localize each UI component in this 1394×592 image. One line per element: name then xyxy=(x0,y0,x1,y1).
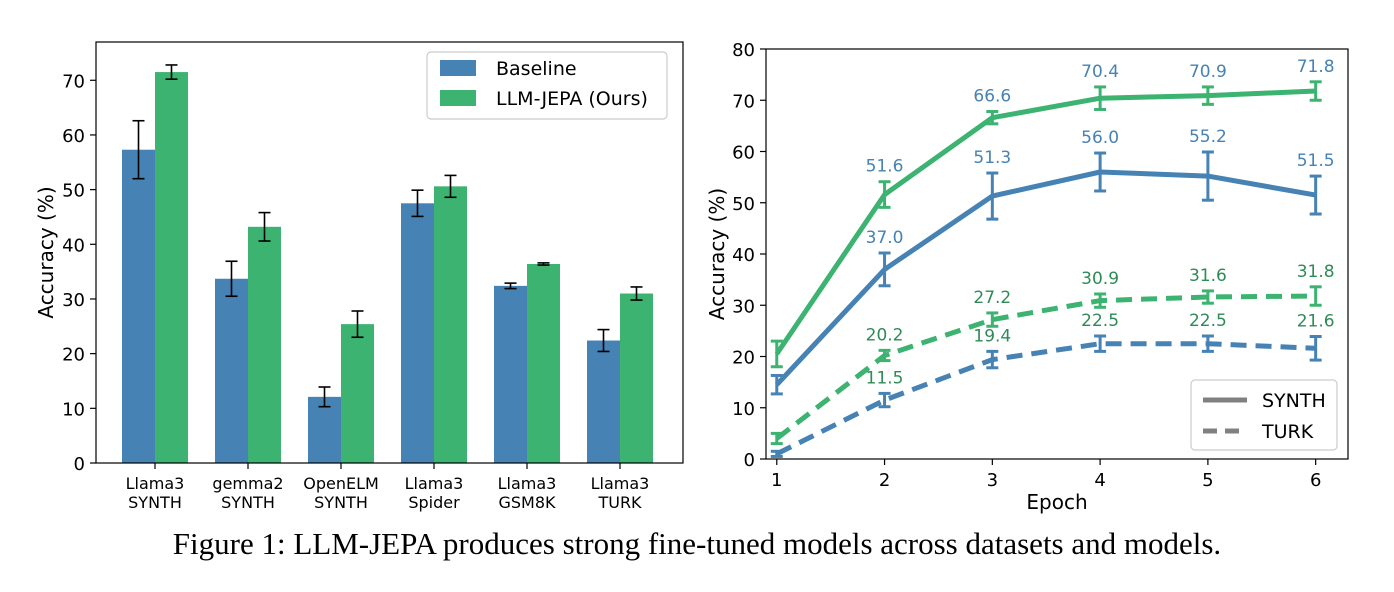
jepa-turk-data-label: 30.9 xyxy=(1081,269,1119,289)
x-tick-label: SYNTH xyxy=(221,493,275,512)
legend: Baseline LLM-JEPA (Ours) xyxy=(426,51,668,120)
x-tick-label: Llama3 xyxy=(405,474,464,493)
x-tick-label: 6 xyxy=(1310,470,1321,491)
baseline-turk-data-label: 11.5 xyxy=(866,368,904,388)
baseline-bar xyxy=(494,285,527,463)
x-tick-label: Llama3 xyxy=(126,474,185,493)
x-tick-label: 2 xyxy=(879,470,890,491)
x-tick-label: 3 xyxy=(987,470,998,491)
baseline-bar xyxy=(122,149,155,463)
y-tick-label: 0 xyxy=(744,450,755,471)
plot-frame xyxy=(765,48,1349,460)
jepa-turk-data-label: 31.8 xyxy=(1297,262,1335,282)
y-tick-label: 60 xyxy=(732,143,755,164)
y-tick-label: 10 xyxy=(732,399,755,420)
jepa-synth-line xyxy=(774,88,1316,356)
legend-label: SYNTH xyxy=(1262,390,1326,412)
jepa-bar xyxy=(155,72,188,464)
jepa-bar xyxy=(248,226,281,463)
x-tick-label: Spider xyxy=(408,493,460,512)
y-tick-label: 30 xyxy=(732,296,755,317)
x-tick-label: 1 xyxy=(771,470,782,491)
baseline-bar xyxy=(401,203,434,463)
x-tick-label: Llama3 xyxy=(498,474,557,493)
jepa-synth-data-label: 51.6 xyxy=(866,157,904,177)
jepa-turk-data-label: 20.2 xyxy=(866,325,904,345)
figure-caption: Figure 1: LLM-JEPA produces strong fine-… xyxy=(172,526,1222,561)
y-tick-label: 70 xyxy=(62,71,85,92)
baseline-bar xyxy=(308,396,341,463)
baseline-synth-data-label: 37.0 xyxy=(866,228,904,248)
x-tick-label: OpenELM xyxy=(303,474,379,493)
x-axis-label: Epoch xyxy=(1026,490,1087,514)
x-tick-label: TURK xyxy=(597,493,642,512)
baseline-turk-data-label: 19.4 xyxy=(973,326,1011,346)
baseline-synth-line xyxy=(774,169,1317,387)
baseline-turk-data-label: 21.6 xyxy=(1297,312,1335,332)
legend-swatch xyxy=(440,60,476,76)
jepa-synth-data-label: 70.4 xyxy=(1081,62,1119,82)
jepa-turk-data-label: 31.6 xyxy=(1189,266,1227,286)
x-tick-label: SYNTH xyxy=(128,493,182,512)
x-tick-label: Llama3 xyxy=(591,474,650,493)
jepa-bar xyxy=(620,293,653,463)
y-tick-label: 0 xyxy=(74,454,85,475)
jepa-synth-data-label: 70.9 xyxy=(1189,62,1227,82)
baseline-synth-data-label: 51.5 xyxy=(1297,151,1335,171)
legend-box xyxy=(426,51,668,120)
y-tick-label: 30 xyxy=(62,290,85,311)
legend-label: LLM-JEPA (Ours) xyxy=(496,88,648,110)
left-bar-chart: 010203040506070Llama3SYNTHgemma2SYNTHOpe… xyxy=(34,41,684,512)
y-tick-label: 50 xyxy=(62,181,85,202)
jepa-bar xyxy=(434,186,467,464)
jepa-bar xyxy=(527,263,560,463)
legend-swatch xyxy=(440,90,476,106)
jepa-synth-data-label: 66.6 xyxy=(973,87,1011,107)
y-tick-label: 40 xyxy=(62,235,85,256)
jepa-turk-line xyxy=(775,293,1316,441)
y-tick-label: 50 xyxy=(732,194,755,215)
right-line-chart: 0 10 20 30 40 50 60 70 80 1 2 3 4 5 6 51.6 66.6 70.4 70.9 7… xyxy=(705,40,1349,514)
x-tick-label: 5 xyxy=(1202,470,1213,491)
legend-label: TURK xyxy=(1261,421,1314,443)
y-tick-label: 20 xyxy=(732,348,755,369)
x-tick-label: gemma2 xyxy=(212,474,283,493)
plot-frame xyxy=(95,41,684,464)
jepa-turk-data-label: 27.2 xyxy=(973,288,1011,308)
y-tick-label: 10 xyxy=(62,399,85,420)
x-tick-label: SYNTH xyxy=(314,493,368,512)
y-axis-label: Accuracy (%) xyxy=(34,186,58,318)
baseline-bar xyxy=(587,340,620,463)
baseline-turk-data-label: 22.5 xyxy=(1189,311,1227,331)
y-tick-label: 60 xyxy=(62,126,85,147)
baseline-turk-line xyxy=(775,341,1316,457)
jepa-synth-data-label: 71.8 xyxy=(1297,57,1335,77)
y-tick-label: 80 xyxy=(732,40,755,61)
y-tick-label: 40 xyxy=(732,245,755,266)
baseline-synth-data-label: 51.3 xyxy=(973,148,1011,168)
baseline-bar xyxy=(215,278,248,463)
x-tick-label: 4 xyxy=(1094,470,1105,491)
baseline-turk-data-label: 22.5 xyxy=(1081,311,1119,331)
legend-label: Baseline xyxy=(496,58,577,80)
baseline-synth-data-label: 55.2 xyxy=(1189,127,1227,147)
y-tick-label: 70 xyxy=(732,91,755,112)
y-axis-label: Accuracy (%) xyxy=(705,188,729,320)
y-tick-label: 20 xyxy=(62,345,85,366)
baseline-synth-data-label: 56.0 xyxy=(1081,128,1119,148)
jepa-bar xyxy=(341,324,374,463)
legend: SYNTH TURK xyxy=(1190,379,1338,451)
x-tick-label: GSM8K xyxy=(498,493,556,512)
